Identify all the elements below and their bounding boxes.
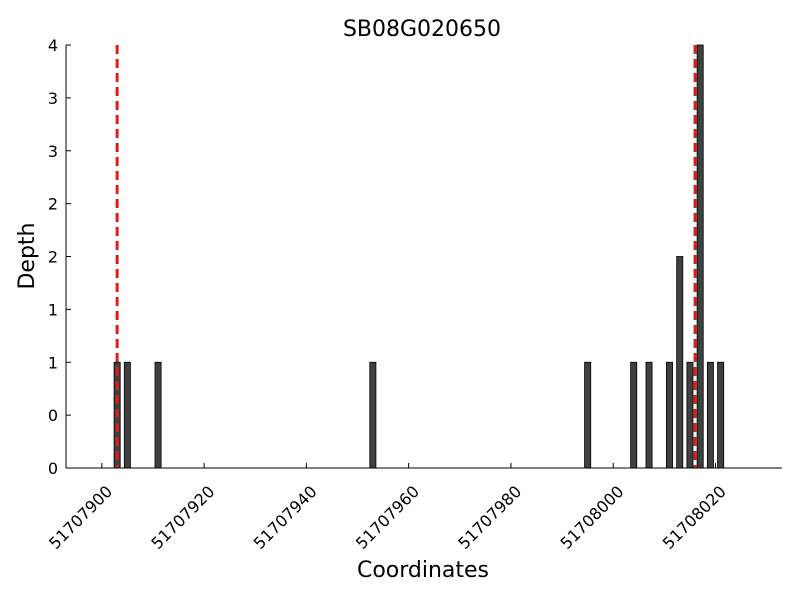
x-tick-label: 51707900 (45, 482, 116, 553)
y-tick-label: 1 (48, 353, 58, 372)
bar (676, 256, 684, 469)
y-tick-label: 2 (48, 195, 58, 214)
x-tick-label: 51707980 (454, 482, 525, 553)
bar (666, 361, 673, 469)
y-tick-label: 4 (48, 36, 58, 55)
x-tick-label: 51707960 (352, 482, 423, 553)
bar (123, 361, 131, 469)
x-tick-label: 51707920 (147, 482, 218, 553)
bar (706, 361, 714, 469)
x-ticks: 51707900 51707920 51707940 51707960 51707980… (45, 463, 730, 553)
y-tick-label: 0 (48, 406, 58, 425)
bar (645, 361, 653, 469)
bar (154, 361, 162, 469)
y-ticks: 0 0 1 1 2 2 3 3 4 (48, 36, 71, 478)
axes (65, 45, 782, 469)
x-tick-label: 51708020 (659, 482, 730, 553)
bars-group (113, 44, 725, 469)
reference-lines (115, 45, 697, 468)
y-tick-label: 3 (48, 142, 58, 161)
bar (584, 361, 592, 469)
x-tick-label: 51708000 (557, 482, 628, 553)
y-tick-label: 2 (48, 248, 58, 267)
x-axis-label: Coordinates (357, 558, 489, 583)
y-tick-label: 1 (48, 300, 58, 319)
x-tick-label: 51707940 (250, 482, 321, 553)
chart-title: SB08G020650 (343, 17, 501, 42)
y-tick-label: 0 (48, 459, 58, 478)
y-axis-label: Depth (15, 222, 40, 289)
bar (369, 361, 377, 469)
y-tick-label: 3 (48, 89, 58, 108)
bar (630, 361, 638, 469)
bar (717, 361, 725, 469)
bar (686, 361, 694, 469)
bar (696, 44, 704, 469)
